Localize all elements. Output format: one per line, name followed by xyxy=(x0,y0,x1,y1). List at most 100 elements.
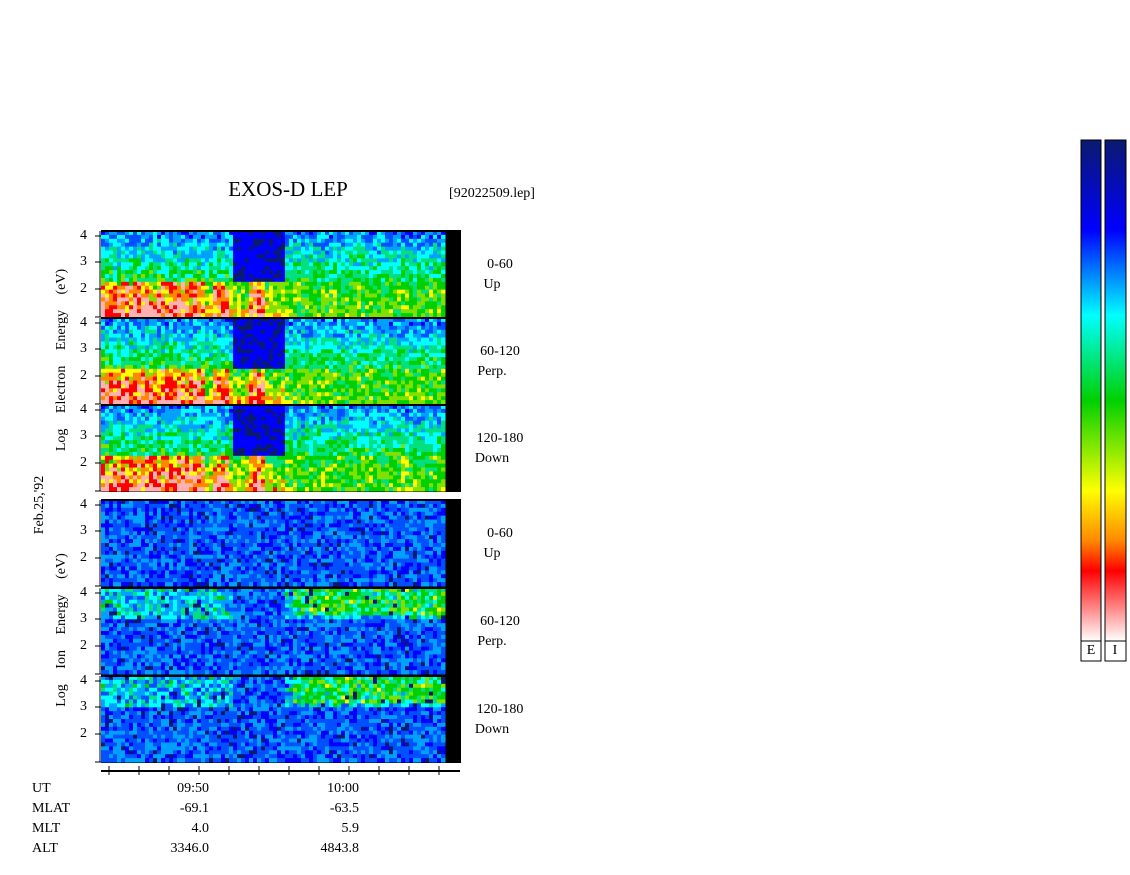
spectrogram-cell xyxy=(277,376,282,382)
spectrogram-cell xyxy=(113,459,118,465)
spectrogram-cell xyxy=(269,444,274,449)
spectrogram-cell xyxy=(337,285,342,291)
spectrogram-cell xyxy=(269,380,274,385)
spectrogram-cell xyxy=(269,475,274,480)
spectrogram-cell xyxy=(317,238,322,244)
spectrogram-cell xyxy=(101,408,106,414)
spectrogram-cell xyxy=(289,475,294,480)
spectrogram-cell xyxy=(233,428,238,433)
spectrogram-cell xyxy=(277,368,282,374)
spectrogram-cell xyxy=(161,297,166,302)
spectrogram-cell xyxy=(157,436,162,441)
spectrogram-cell xyxy=(341,305,346,310)
spectrogram-cell xyxy=(193,483,198,488)
spectrogram-cell xyxy=(265,467,270,472)
spectrogram-cell xyxy=(389,380,394,385)
spectrogram-cell xyxy=(289,309,294,314)
spectrogram-cell xyxy=(237,281,242,287)
spectrogram-cell xyxy=(141,345,146,350)
spectrogram-cell xyxy=(201,246,206,252)
spectrogram-cell xyxy=(397,301,402,306)
spectrogram-cell xyxy=(133,293,138,298)
spectrogram-cell xyxy=(317,392,322,397)
spectrogram-cell xyxy=(309,231,314,236)
spectrogram-cell xyxy=(117,428,122,433)
spectrogram-cell xyxy=(153,405,158,410)
spectrogram-cell xyxy=(261,238,266,244)
spectrogram-cell xyxy=(429,258,434,263)
spectrogram-cell xyxy=(197,250,202,255)
spectrogram-cell xyxy=(305,357,310,362)
spectrogram-cell xyxy=(149,384,154,389)
spectrogram-cell xyxy=(385,246,390,252)
spectrogram-cell xyxy=(429,246,434,252)
spectrogram-cell xyxy=(325,337,330,342)
spectrogram-cell xyxy=(157,384,162,389)
spectrogram-cell xyxy=(369,270,374,275)
spectrogram-cell xyxy=(329,238,334,244)
spectrogram-cell xyxy=(161,463,166,469)
spectrogram-cell xyxy=(305,376,310,382)
spectrogram-cell xyxy=(301,293,306,298)
spectrogram-cell xyxy=(337,384,342,389)
spectrogram-cell xyxy=(165,297,170,302)
spectrogram-cell xyxy=(189,254,194,259)
spectrogram-cell xyxy=(237,396,242,401)
spectrogram-cell xyxy=(441,285,446,291)
spectrogram-cell xyxy=(193,475,198,480)
spectrogram-cell xyxy=(357,289,362,295)
spectrogram-cell xyxy=(353,250,358,255)
spectrogram-cell xyxy=(285,396,290,401)
spectrogram-cell xyxy=(253,463,258,469)
spectrogram-cell xyxy=(309,376,314,382)
spectrogram-cell xyxy=(245,467,250,472)
spectrogram-cell xyxy=(213,432,218,437)
spectrogram-cell xyxy=(157,258,162,263)
spectrogram-cell xyxy=(137,274,142,279)
spectrogram-cell xyxy=(177,384,182,389)
spectrogram-cell xyxy=(309,448,314,453)
spectrogram-cell xyxy=(121,301,126,306)
spectrogram-cell xyxy=(253,238,258,244)
spectrogram-cell xyxy=(253,318,258,323)
spectrogram-cell xyxy=(241,337,246,342)
spectrogram-cell xyxy=(281,285,286,291)
spectrogram-cell xyxy=(385,341,390,346)
spectrogram-cell xyxy=(169,471,174,476)
spectrogram-cell xyxy=(285,250,290,255)
spectrogram-cell xyxy=(241,380,246,385)
spectrogram-cell xyxy=(253,376,258,382)
spectrogram-cell xyxy=(213,357,218,362)
spectrogram-cell xyxy=(125,293,130,298)
spectrogram-cell xyxy=(149,289,154,295)
spectrogram-cell xyxy=(353,380,358,385)
spectrogram-cell xyxy=(313,293,318,298)
spectrogram-cell xyxy=(117,361,122,366)
spectrogram-cell xyxy=(161,361,166,366)
spectrogram-cell xyxy=(421,337,426,342)
spectrogram-cell xyxy=(201,333,206,339)
spectrogram-cell xyxy=(169,289,174,295)
spectrogram-cell xyxy=(241,353,246,358)
spectrogram-cell xyxy=(441,341,446,346)
spectrogram-cell xyxy=(393,309,398,314)
spectrogram-cell xyxy=(293,368,298,374)
spectrogram-cell xyxy=(221,353,226,358)
spectrogram-cell xyxy=(185,305,190,310)
spectrogram-cell xyxy=(389,270,394,275)
spectrogram-cell xyxy=(217,270,222,275)
spectrogram-cell xyxy=(169,254,174,259)
spectrogram-cell xyxy=(121,392,126,397)
spectrogram-cell xyxy=(321,250,326,255)
spectrogram-cell xyxy=(361,321,366,327)
spectrogram-cell xyxy=(241,246,246,252)
spectrogram-cell xyxy=(113,289,118,295)
spectrogram-cell xyxy=(225,487,230,492)
spectrogram-cell xyxy=(133,297,138,302)
spectrogram-cell xyxy=(105,424,110,429)
spectrogram-cell xyxy=(293,471,298,476)
spectrogram-cell xyxy=(373,329,378,335)
spectrogram-cell xyxy=(413,254,418,259)
spectrogram-cell xyxy=(229,341,234,346)
spectrogram-cell xyxy=(141,471,146,476)
